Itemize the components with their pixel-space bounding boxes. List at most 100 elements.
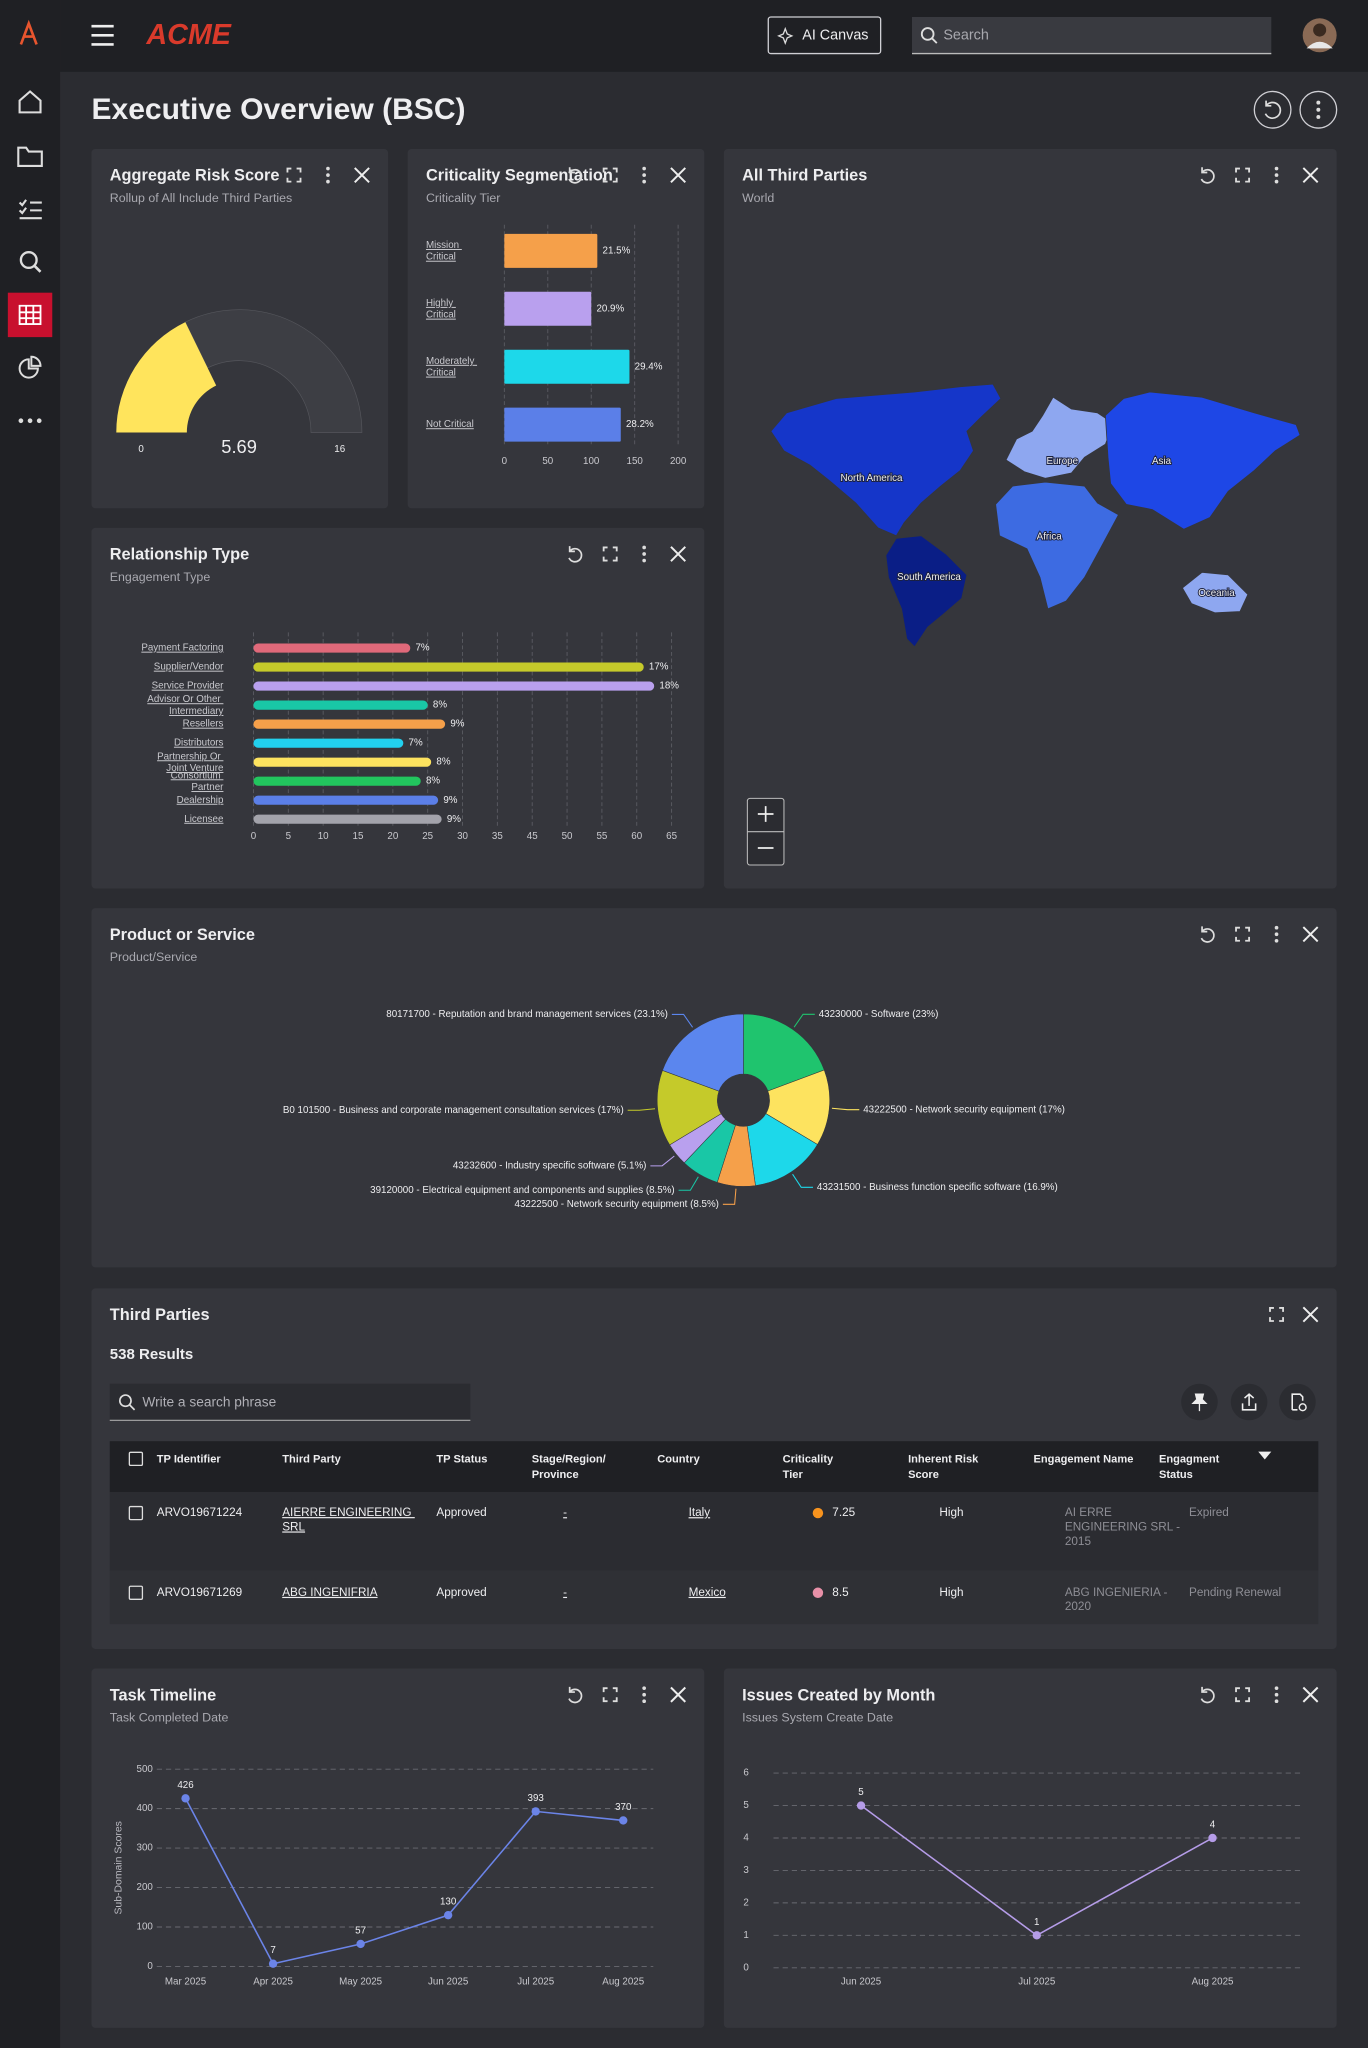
category-label[interactable]: Payment Factoring xyxy=(141,643,223,654)
table-cell[interactable]: ABG INGENIFRIA xyxy=(282,1586,377,1599)
category-label[interactable]: Advisor Or Other Intermediary xyxy=(147,694,223,717)
column-header[interactable]: Third Party xyxy=(282,1453,341,1465)
gauge-max: 16 xyxy=(334,444,345,455)
search-nav-icon[interactable] xyxy=(19,251,38,270)
card-menu-button[interactable] xyxy=(642,545,646,563)
map-region[interactable] xyxy=(885,535,968,648)
category-label[interactable]: Mission Critical xyxy=(426,240,462,263)
column-header[interactable]: Engagement Name xyxy=(1034,1453,1134,1465)
column-header[interactable]: Stage/Region/ Province xyxy=(532,1453,609,1481)
map-region[interactable] xyxy=(1181,571,1249,614)
category-label[interactable]: Moderately Critical xyxy=(426,355,477,378)
table-search[interactable] xyxy=(109,1383,471,1421)
card-title: Third Parties xyxy=(110,1306,210,1324)
map-region[interactable] xyxy=(770,383,1002,537)
table-row[interactable] xyxy=(109,1570,1319,1625)
column-header[interactable]: Country xyxy=(657,1453,700,1465)
category-label[interactable]: Licensee xyxy=(184,814,223,825)
dot xyxy=(642,545,646,550)
column-header[interactable]: TP Identifier xyxy=(157,1453,222,1465)
reset-button[interactable] xyxy=(1200,167,1215,184)
more-nav[interactable] xyxy=(18,418,42,424)
card-menu-button[interactable] xyxy=(1274,1686,1279,1704)
pin-icon xyxy=(1191,1393,1208,1412)
data-label: 130 xyxy=(440,1897,457,1908)
slice-label: 43222500 - Network security equipment (8… xyxy=(515,1199,719,1210)
column-header[interactable]: TP Status xyxy=(436,1453,487,1465)
ai-canvas-button[interactable] xyxy=(767,16,882,55)
category-label[interactable]: Consortium Partner xyxy=(171,770,224,793)
card-menu-button[interactable] xyxy=(642,166,646,184)
table-header-row xyxy=(109,1441,1319,1493)
reset-button[interactable] xyxy=(1200,926,1215,943)
select-all-checkbox[interactable] xyxy=(128,1451,144,1467)
category-label[interactable]: Partnership Or Joint Venture xyxy=(157,751,223,774)
search-box[interactable] xyxy=(912,16,1272,54)
close-button[interactable] xyxy=(670,1686,686,1703)
reset-button[interactable] xyxy=(568,167,583,184)
category-label[interactable]: Service Provider xyxy=(152,681,224,692)
dot xyxy=(642,173,646,177)
tasks-icon[interactable] xyxy=(18,199,42,220)
settings-button[interactable] xyxy=(1279,1383,1316,1421)
reset-button[interactable] xyxy=(568,546,583,563)
card-menu-button[interactable] xyxy=(1274,925,1279,943)
column-header[interactable]: Inherent Risk Score xyxy=(908,1453,981,1481)
expand-button[interactable] xyxy=(1235,926,1251,942)
page-menu-button[interactable] xyxy=(1299,90,1338,129)
table-cell[interactable]: Mexico xyxy=(689,1586,727,1599)
close-button[interactable] xyxy=(1302,167,1319,183)
table-cell[interactable]: - xyxy=(563,1506,567,1519)
map-region[interactable] xyxy=(995,481,1119,610)
category-label[interactable]: Dealership xyxy=(177,795,224,806)
table-cell[interactable]: - xyxy=(563,1586,567,1599)
y-tick-label: 300 xyxy=(137,1843,154,1854)
category-label[interactable]: Highly Critical xyxy=(426,298,456,321)
menu-icon[interactable] xyxy=(91,24,114,46)
table-cell[interactable]: Italy xyxy=(689,1506,711,1519)
close-button[interactable] xyxy=(1302,1306,1319,1323)
expand-button[interactable] xyxy=(602,1687,618,1703)
close-button[interactable] xyxy=(670,167,686,183)
close-button[interactable] xyxy=(354,167,370,183)
expand-button[interactable] xyxy=(602,546,618,562)
expand-button[interactable] xyxy=(1235,167,1251,183)
home-icon[interactable] xyxy=(18,90,42,114)
zoom-in[interactable] xyxy=(757,806,774,822)
close-button[interactable] xyxy=(1302,926,1319,943)
category-label[interactable]: Supplier/Vendor xyxy=(154,662,224,673)
refresh-page-button[interactable] xyxy=(1253,90,1292,129)
expand-button[interactable] xyxy=(602,167,618,183)
category-label[interactable]: Not Critical xyxy=(426,419,474,430)
logo[interactable] xyxy=(19,19,38,45)
category-label[interactable]: Resellers xyxy=(183,719,224,730)
share-label: 21.5% xyxy=(603,245,631,256)
analytics-icon[interactable] xyxy=(18,355,42,379)
close-button[interactable] xyxy=(670,546,686,562)
row-checkbox[interactable] xyxy=(128,1505,144,1521)
expand-button[interactable] xyxy=(1269,1307,1284,1322)
reset-button[interactable] xyxy=(568,1686,583,1704)
card-menu-button[interactable] xyxy=(1274,166,1279,184)
expand-button[interactable] xyxy=(286,167,302,183)
card-menu-button[interactable] xyxy=(326,166,330,184)
expand-button[interactable] xyxy=(1235,1687,1251,1703)
folder-icon[interactable] xyxy=(17,146,43,167)
table-cell[interactable]: AIERRE ENGINEERING SRL xyxy=(282,1506,415,1533)
reset-button[interactable] xyxy=(1200,1686,1215,1704)
table-row[interactable] xyxy=(109,1492,1319,1571)
active-nav[interactable] xyxy=(7,292,53,338)
category-label[interactable]: Distributors xyxy=(174,738,224,749)
close-button[interactable] xyxy=(1302,1686,1319,1703)
column-header[interactable]: Criticality Tier xyxy=(783,1453,837,1481)
column-header[interactable]: Engagment Status xyxy=(1159,1453,1222,1481)
sort-caret[interactable] xyxy=(1258,1451,1272,1460)
card-menu-button[interactable] xyxy=(642,1686,646,1704)
line-series xyxy=(184,1798,624,1965)
map-region[interactable] xyxy=(1104,391,1301,530)
dot xyxy=(642,179,646,184)
row-checkbox[interactable] xyxy=(128,1585,144,1600)
slice-label: 43230000 - Software (23%) xyxy=(819,1009,939,1020)
x-tick-label: 50 xyxy=(542,456,553,467)
leader-line xyxy=(831,1107,860,1111)
